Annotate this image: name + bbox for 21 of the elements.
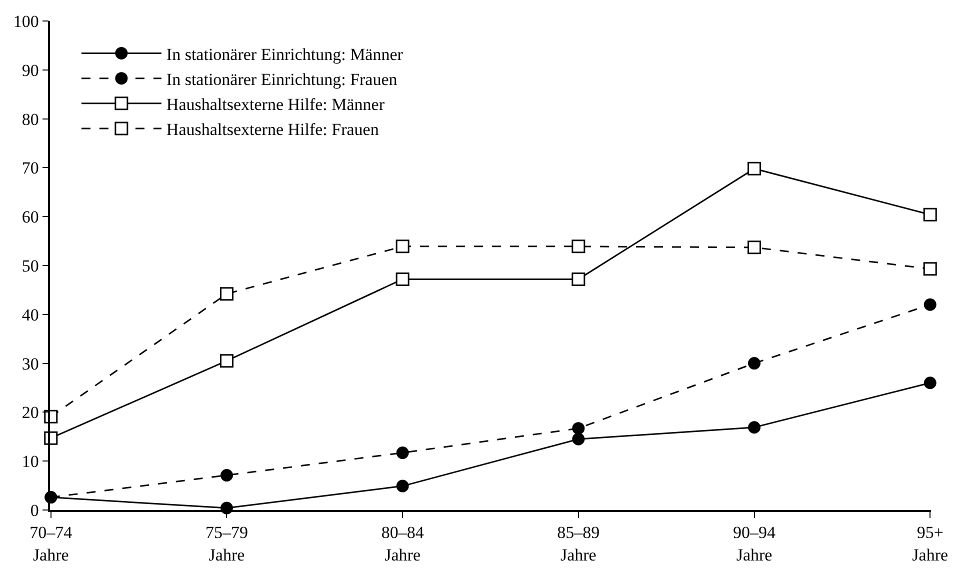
- y-tick-label: 50: [22, 256, 39, 276]
- legend-label: Haushaltsexterne Hilfe: Frauen: [166, 120, 380, 140]
- x-tick-label: 80–84 Jahre: [381, 523, 424, 564]
- y-tick-label: 100: [13, 12, 39, 31]
- legend-label: Haushaltsexterne Hilfe: Männer: [166, 95, 385, 114]
- x-tick-label: 70–74 Jahre: [30, 523, 73, 564]
- legend-label: In stationärer Einrichtung: Männer: [166, 44, 404, 64]
- x-tick-label: 75–79 Jahre: [205, 523, 248, 564]
- x-tick-label: 95+ Jahre: [912, 523, 948, 564]
- y-tick-label: 80: [22, 110, 39, 129]
- y-tick-label: 90: [22, 60, 39, 80]
- y-tick-label: 0: [30, 500, 39, 520]
- x-tick-label: 90–94 Jahre: [733, 523, 776, 564]
- y-tick-label: 40: [22, 305, 39, 324]
- y-tick-label: 20: [22, 403, 39, 422]
- x-tick-label: 85–89 Jahre: [557, 523, 600, 564]
- y-tick-label: 10: [22, 452, 39, 472]
- y-tick-label: 30: [22, 354, 39, 374]
- legend-label: In stationärer Einrichtung: Frauen: [166, 70, 398, 89]
- y-tick-label: 60: [22, 208, 39, 227]
- y-tick-label: 70: [22, 158, 39, 178]
